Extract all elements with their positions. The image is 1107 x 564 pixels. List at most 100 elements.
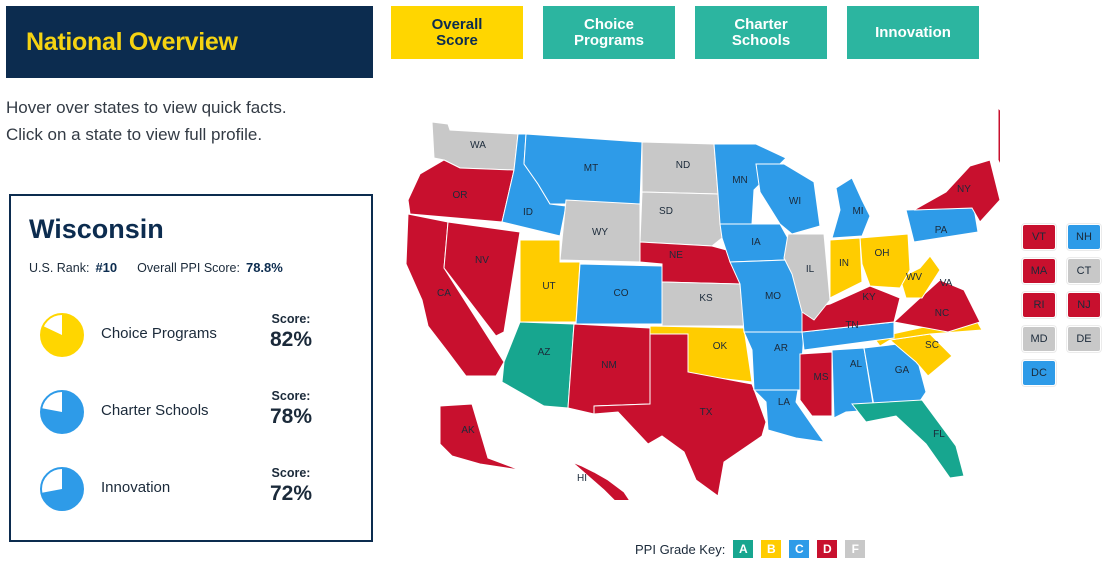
grade-c-swatch: C [789,540,810,558]
grade-b-swatch: B [761,540,782,558]
state-label-il: IL [806,264,815,275]
state-ks[interactable] [661,281,745,327]
score-value: 72% [269,482,313,505]
small-state-ma[interactable]: MA [1022,258,1056,284]
state-label-oh: OH [875,248,890,259]
state-label-id: ID [523,207,533,218]
state-ky[interactable] [801,285,901,333]
state-wv[interactable] [899,255,941,299]
state-label-az: AZ [538,347,551,358]
state-label-nm: NM [601,360,617,371]
metric-label: Choice Programs [101,325,217,342]
state-label-ga: GA [895,365,910,376]
state-nv[interactable] [443,221,521,337]
state-label-mo: MO [765,291,781,302]
state-wi[interactable] [755,163,821,235]
overall-score-label: Overall PPI Score: [137,261,240,275]
state-label-ok: OK [713,341,728,352]
us-map-svg: WA OR CA NV ID MT WY UT AZ CO NM ND SD NE KS OK TX MN IA MO… [405,106,1029,509]
small-state-nh[interactable]: NH [1067,224,1101,250]
state-label-tn: TN [845,320,858,331]
state-label-ar: AR [774,343,788,354]
state-az[interactable] [501,321,575,409]
grade-d-swatch: D [817,540,838,558]
small-state-nj[interactable]: NJ [1067,292,1101,318]
tab-choice-programs[interactable]: Choice Programs [543,6,675,59]
state-label-ne: NE [669,250,683,261]
metric-choice-programs: Choice Programs Score: 82% [39,312,339,364]
metric-label: Charter Schools [101,402,209,419]
state-fl[interactable] [851,399,965,479]
small-state-dc[interactable]: DC [1022,360,1056,386]
state-ny[interactable] [913,159,1001,223]
state-label-hi: HI [577,473,587,484]
state-name: Wisconsin [29,214,164,244]
instruction-hover: Hover over states to view quick facts. [6,98,287,117]
state-ak[interactable] [439,403,521,471]
state-label-ky: KY [862,292,876,303]
grade-a-swatch: A [733,540,754,558]
small-state-ri[interactable]: RI [1022,292,1056,318]
state-label-wy: WY [592,227,608,238]
state-label-la: LA [778,397,791,408]
grade-f-swatch: F [845,540,866,558]
tab-charter-schools[interactable]: Charter Schools [695,6,827,59]
state-label-ms: MS [814,372,829,383]
small-state-de[interactable]: DE [1067,326,1101,352]
state-tx[interactable] [593,333,767,497]
instructions: Hover over states to view quick facts. C… [6,94,287,148]
state-il[interactable] [783,233,831,321]
state-label-mt: MT [584,163,598,174]
rank-label: U.S. Rank: [29,261,90,275]
state-label-ks: KS [699,293,713,304]
state-label-fl: FL [933,429,945,440]
state-label-al: AL [850,359,863,370]
state-label-pa: PA [935,225,948,236]
state-la[interactable] [752,389,826,443]
tab-innovation[interactable]: Innovation [847,6,979,59]
metric-innovation: Innovation Score: 72% [39,466,339,518]
page-title: National Overview [26,27,238,56]
state-label-wi: WI [789,196,801,207]
state-label-ak: AK [461,425,475,436]
state-label-ny: NY [957,184,971,195]
state-label-ut: UT [542,281,555,292]
state-label-wv: WV [906,272,922,283]
rank-line: U.S. Rank: #10 Overall PPI Score: 78.8% [29,260,297,275]
innovation-pie [40,467,84,511]
state-ms[interactable] [799,351,833,417]
tab-overall-score[interactable]: Overall Score [391,6,523,59]
state-label-nd: ND [676,160,690,171]
state-label-mn: MN [732,175,748,186]
small-state-md[interactable]: MD [1022,326,1056,352]
state-label-wa: WA [470,140,486,151]
score-value: 82% [269,328,313,351]
state-label-nv: NV [475,255,489,266]
state-sd[interactable] [639,191,723,247]
state-label-ia: IA [751,237,761,248]
state-label-sc: SC [925,340,939,351]
state-oh[interactable] [859,233,911,289]
state-hi[interactable] [571,461,633,509]
grade-key: PPI Grade Key: A B C D F [635,540,866,558]
state-label-va: VA [940,278,953,289]
state-label-co: CO [614,288,629,299]
state-mi[interactable] [831,177,871,239]
state-label-ca: CA [437,288,451,299]
small-state-vt[interactable]: VT [1022,224,1056,250]
state-label-or: OR [453,190,468,201]
state-label-mi: MI [852,206,863,217]
state-label-in: IN [839,258,849,269]
small-state-ct[interactable]: CT [1067,258,1101,284]
title-bar: National Overview [6,6,373,78]
state-label-sd: SD [659,206,673,217]
metric-label: Innovation [101,479,171,496]
state-label-nc: NC [935,308,949,319]
state-ar[interactable] [743,331,805,391]
rank-value: #10 [95,260,118,275]
metric-charter-schools: Charter Schools Score: 78% [39,389,339,441]
state-me[interactable] [997,106,1029,173]
score-caption: Score: [271,312,311,326]
state-in[interactable] [829,237,863,299]
choice-programs-pie [40,313,84,357]
